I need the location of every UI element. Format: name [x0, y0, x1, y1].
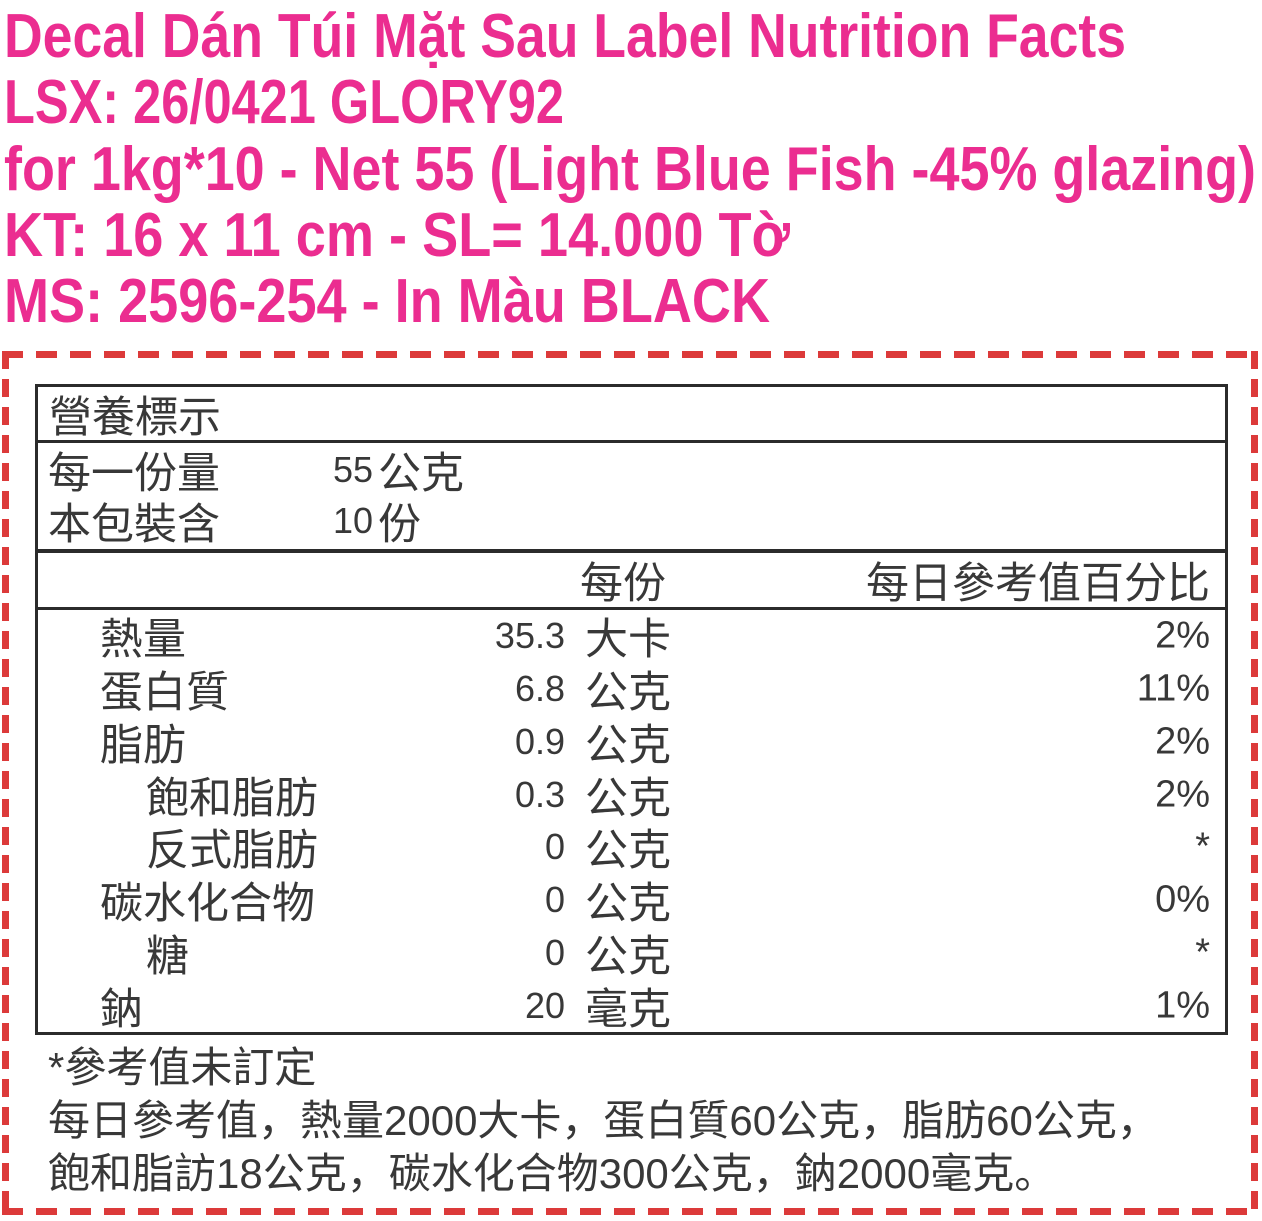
dashed-border-bottom — [2, 1208, 1258, 1215]
nutrient-name: 熱量 — [100, 616, 186, 665]
label-title-row: 營養標示 — [38, 387, 1225, 442]
footnote-reference-not-set: *參考值未訂定 — [48, 1044, 317, 1091]
nutrient-dv: 11% — [1136, 667, 1210, 710]
nutrient-value: 35.3 — [494, 615, 565, 657]
serving-size-label: 每一份量 — [48, 449, 220, 498]
nutrient-unit: 毫克 — [585, 985, 671, 1034]
serving-size-unit: 公克 — [378, 449, 464, 498]
nutrient-value: 0.3 — [514, 773, 565, 815]
nutrient-unit: 公克 — [585, 721, 671, 770]
dashed-border-left — [2, 351, 9, 1215]
nutrient-row-sodium: 鈉 20 毫克 1% — [38, 979, 1225, 1034]
nutrient-unit: 公克 — [585, 880, 671, 929]
dashed-border-right — [1251, 351, 1258, 1215]
dashed-border-top — [2, 351, 1258, 358]
servings-per-pack-label: 本包裝含 — [48, 500, 220, 549]
serving-size-row: 每一份量 55 公克 — [38, 445, 1225, 498]
nutrient-name: 糖 — [146, 932, 189, 981]
nutrient-unit: 公克 — [585, 932, 671, 981]
nutrient-unit: 大卡 — [585, 616, 671, 665]
nutrient-value: 0.9 — [514, 720, 565, 762]
nutrient-row-saturated-fat: 飽和脂肪 0.3 公克 2% — [38, 768, 1225, 823]
nutrient-value: 6.8 — [514, 668, 565, 710]
nutrient-name: 反式脂肪 — [146, 827, 318, 876]
footnote-daily-values-line2: 飽和脂訪18公克，碳水化合物300公克，鈉2000毫克。 — [48, 1150, 1057, 1197]
nutrient-name: 碳水化合物 — [100, 880, 315, 929]
nutrient-dv: * — [1195, 931, 1210, 974]
nutrient-dv: 1% — [1155, 984, 1210, 1027]
nutrient-dv: 0% — [1155, 878, 1210, 921]
code-print-color-line: MS: 2596-254 - In Màu BLACK — [4, 267, 770, 336]
servings-per-pack-unit: 份 — [378, 500, 421, 549]
daily-value-column-header: 每日參考值百分比 — [866, 560, 1210, 608]
nutrient-unit: 公克 — [585, 774, 671, 823]
product-spec-line: for 1kg*10 - Net 55 (Light Blue Fish -45… — [4, 135, 1256, 204]
nutrient-row-trans-fat: 反式脂肪 0 公克 * — [38, 821, 1225, 876]
nutrient-row-fat: 脂肪 0.9 公克 2% — [38, 716, 1225, 770]
nutrient-row-calories: 熱量 35.3 大卡 2% — [38, 610, 1225, 665]
proof-info-header: Decal Dán Túi Mặt Sau Label Nutrition Fa… — [4, 2, 1256, 336]
divider — [38, 440, 1225, 443]
servings-per-pack-value: 10 — [333, 499, 374, 541]
nutrient-value: 0 — [544, 931, 565, 973]
nutrient-value: 0 — [544, 879, 565, 921]
nutrient-dv: * — [1195, 825, 1210, 868]
nutrient-value: 0 — [544, 826, 565, 868]
nutrient-row-protein: 蛋白質 6.8 公克 11% — [38, 663, 1225, 718]
production-order-line: LSX: 26/0421 GLORY92 — [4, 68, 564, 137]
label-title: 營養標示 — [49, 393, 221, 442]
nutrient-name: 脂肪 — [100, 721, 186, 770]
nutrient-value: 20 — [524, 984, 565, 1026]
proof-title-line: Decal Dán Túi Mặt Sau Label Nutrition Fa… — [4, 2, 1126, 71]
nutrient-dv: 2% — [1155, 720, 1210, 763]
size-quantity-line: KT: 16 x 11 cm - SL= 14.000 Tờ — [4, 201, 791, 270]
footnote-daily-values-line1: 每日參考值，熱量2000大卡，蛋白質60公克，脂肪60公克， — [48, 1097, 1159, 1144]
nutrient-row-carbohydrate: 碳水化合物 0 公克 0% — [38, 874, 1225, 929]
divider — [38, 607, 1225, 610]
nutrient-rows: 熱量 35.3 大卡 2% 蛋白質 6.8 公克 11% 脂肪 0.9 公克 2… — [38, 610, 1225, 1034]
nutrient-row-sugar: 糖 0 公克 * — [38, 927, 1225, 981]
nutrition-label-box: 營養標示 每一份量 55 公克 本包裝含 10 份 每份 每日參考值百分比 熱量… — [35, 384, 1228, 1035]
nutrient-name: 飽和脂肪 — [146, 774, 318, 823]
nutrient-dv: 2% — [1155, 614, 1210, 657]
nutrient-unit: 公克 — [585, 669, 671, 718]
serving-size-value: 55 — [333, 448, 374, 490]
die-cut-frame — [2, 351, 1258, 1215]
divider-thick — [38, 549, 1225, 553]
per-serving-column-header: 每份 — [580, 560, 666, 608]
servings-per-pack-row: 本包裝含 10 份 — [38, 494, 1225, 549]
nutrient-unit: 公克 — [585, 827, 671, 876]
nutrient-dv: 2% — [1155, 773, 1210, 816]
nutrient-name: 蛋白質 — [100, 669, 229, 718]
column-header-row: 每份 每日參考值百分比 — [38, 556, 1225, 608]
nutrient-name: 鈉 — [100, 985, 143, 1034]
